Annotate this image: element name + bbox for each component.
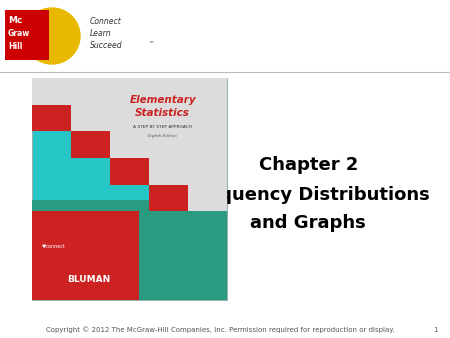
FancyBboxPatch shape — [32, 78, 227, 300]
FancyBboxPatch shape — [5, 10, 49, 60]
Text: Eighth Edition: Eighth Edition — [148, 134, 177, 138]
Text: Graw: Graw — [8, 29, 30, 38]
FancyBboxPatch shape — [188, 185, 227, 211]
Text: ™: ™ — [148, 42, 153, 47]
FancyBboxPatch shape — [149, 158, 227, 185]
Text: Mc: Mc — [8, 16, 22, 25]
Text: Chapter 2: Chapter 2 — [259, 156, 358, 174]
Text: Frequency Distributions: Frequency Distributions — [187, 186, 430, 204]
Text: BLUMAN: BLUMAN — [67, 275, 110, 284]
Text: A STEP BY STEP APPROACH: A STEP BY STEP APPROACH — [133, 125, 192, 129]
Text: Hill: Hill — [8, 42, 22, 51]
FancyBboxPatch shape — [110, 131, 227, 158]
Circle shape — [24, 8, 80, 64]
Text: Learn: Learn — [90, 29, 112, 38]
Text: Succeed: Succeed — [90, 41, 122, 50]
Text: Statistics: Statistics — [135, 108, 190, 118]
FancyBboxPatch shape — [149, 185, 188, 211]
FancyBboxPatch shape — [71, 131, 110, 158]
Text: ♥connect: ♥connect — [42, 244, 66, 249]
Text: Elementary: Elementary — [129, 95, 196, 105]
FancyBboxPatch shape — [32, 200, 227, 300]
FancyBboxPatch shape — [32, 211, 139, 300]
Text: Copyright © 2012 The McGraw-Hill Companies, Inc. Permission required for reprodu: Copyright © 2012 The McGraw-Hill Compani… — [46, 327, 394, 333]
FancyBboxPatch shape — [110, 158, 149, 185]
Text: Connect: Connect — [90, 17, 122, 26]
FancyBboxPatch shape — [32, 105, 71, 131]
FancyBboxPatch shape — [71, 105, 227, 131]
Text: and Graphs: and Graphs — [250, 214, 366, 232]
FancyBboxPatch shape — [32, 78, 227, 105]
Text: 1: 1 — [433, 327, 438, 333]
